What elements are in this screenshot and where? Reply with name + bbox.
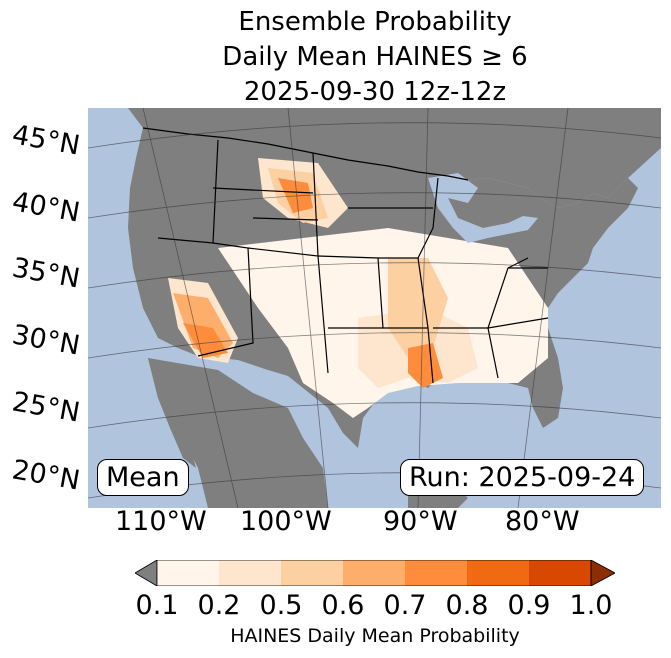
lat-label-40: 40°N xyxy=(9,186,83,229)
mexico-landmass xyxy=(148,358,328,508)
colorbar-bin-4 xyxy=(343,560,405,586)
colorbar-under-arrow xyxy=(135,560,158,586)
prob-shading-0.7-north xyxy=(278,178,313,213)
colorbar-tick-8: 1.0 xyxy=(569,590,613,621)
colorbar xyxy=(135,560,615,586)
colorbar-bin-5 xyxy=(405,560,467,586)
colorbar-tick-4: 0.6 xyxy=(321,590,365,621)
colorbar-bin-3 xyxy=(281,560,343,586)
prob-shading-0.7-south xyxy=(408,343,443,388)
state-borders xyxy=(142,127,549,384)
lat-label-45: 45°N xyxy=(9,119,83,162)
colorbar-tick-1: 0.1 xyxy=(135,590,179,621)
colorbar-label: HAINES Daily Mean Probability xyxy=(230,625,520,647)
lon-label-90: 90°W xyxy=(383,506,458,537)
canada-landmass xyxy=(128,108,661,208)
colorbar-bin-1 xyxy=(157,560,219,586)
colorbar-tick-5: 0.7 xyxy=(383,590,427,621)
lat-label-30: 30°N xyxy=(9,319,83,362)
colorbar-tick-2: 0.2 xyxy=(197,590,241,621)
colorbar-bin-6 xyxy=(467,560,529,586)
run-date-box: Run: 2025-09-24 xyxy=(400,459,645,496)
title-line-3: 2025-09-30 12z-12z xyxy=(243,77,507,107)
stat-label-box: Mean xyxy=(97,459,189,496)
colorbar-bin-7 xyxy=(529,560,591,586)
lat-label-20: 20°N xyxy=(9,454,83,497)
colorbar-over-arrow xyxy=(590,560,615,586)
colorbar-tick-3: 0.5 xyxy=(259,590,303,621)
lon-label-110: 110°W xyxy=(115,506,207,537)
colorbar-tick-6: 0.8 xyxy=(445,590,489,621)
lon-label-80: 80°W xyxy=(505,506,580,537)
lat-label-25: 25°N xyxy=(9,386,83,429)
title-line-2: Daily Mean HAINES ≥ 6 xyxy=(222,42,528,72)
prob-shading-0.7-sw xyxy=(183,323,228,358)
baja-landmass xyxy=(148,358,196,468)
colorbar-tick-7: 0.9 xyxy=(507,590,551,621)
us-probability-map xyxy=(88,108,661,508)
lon-label-100: 100°W xyxy=(240,506,332,537)
title-line-1: Ensemble Probability xyxy=(238,7,512,37)
colorbar-bin-2 xyxy=(219,560,281,586)
great-lakes xyxy=(428,173,538,243)
lat-label-35: 35°N xyxy=(9,252,83,295)
